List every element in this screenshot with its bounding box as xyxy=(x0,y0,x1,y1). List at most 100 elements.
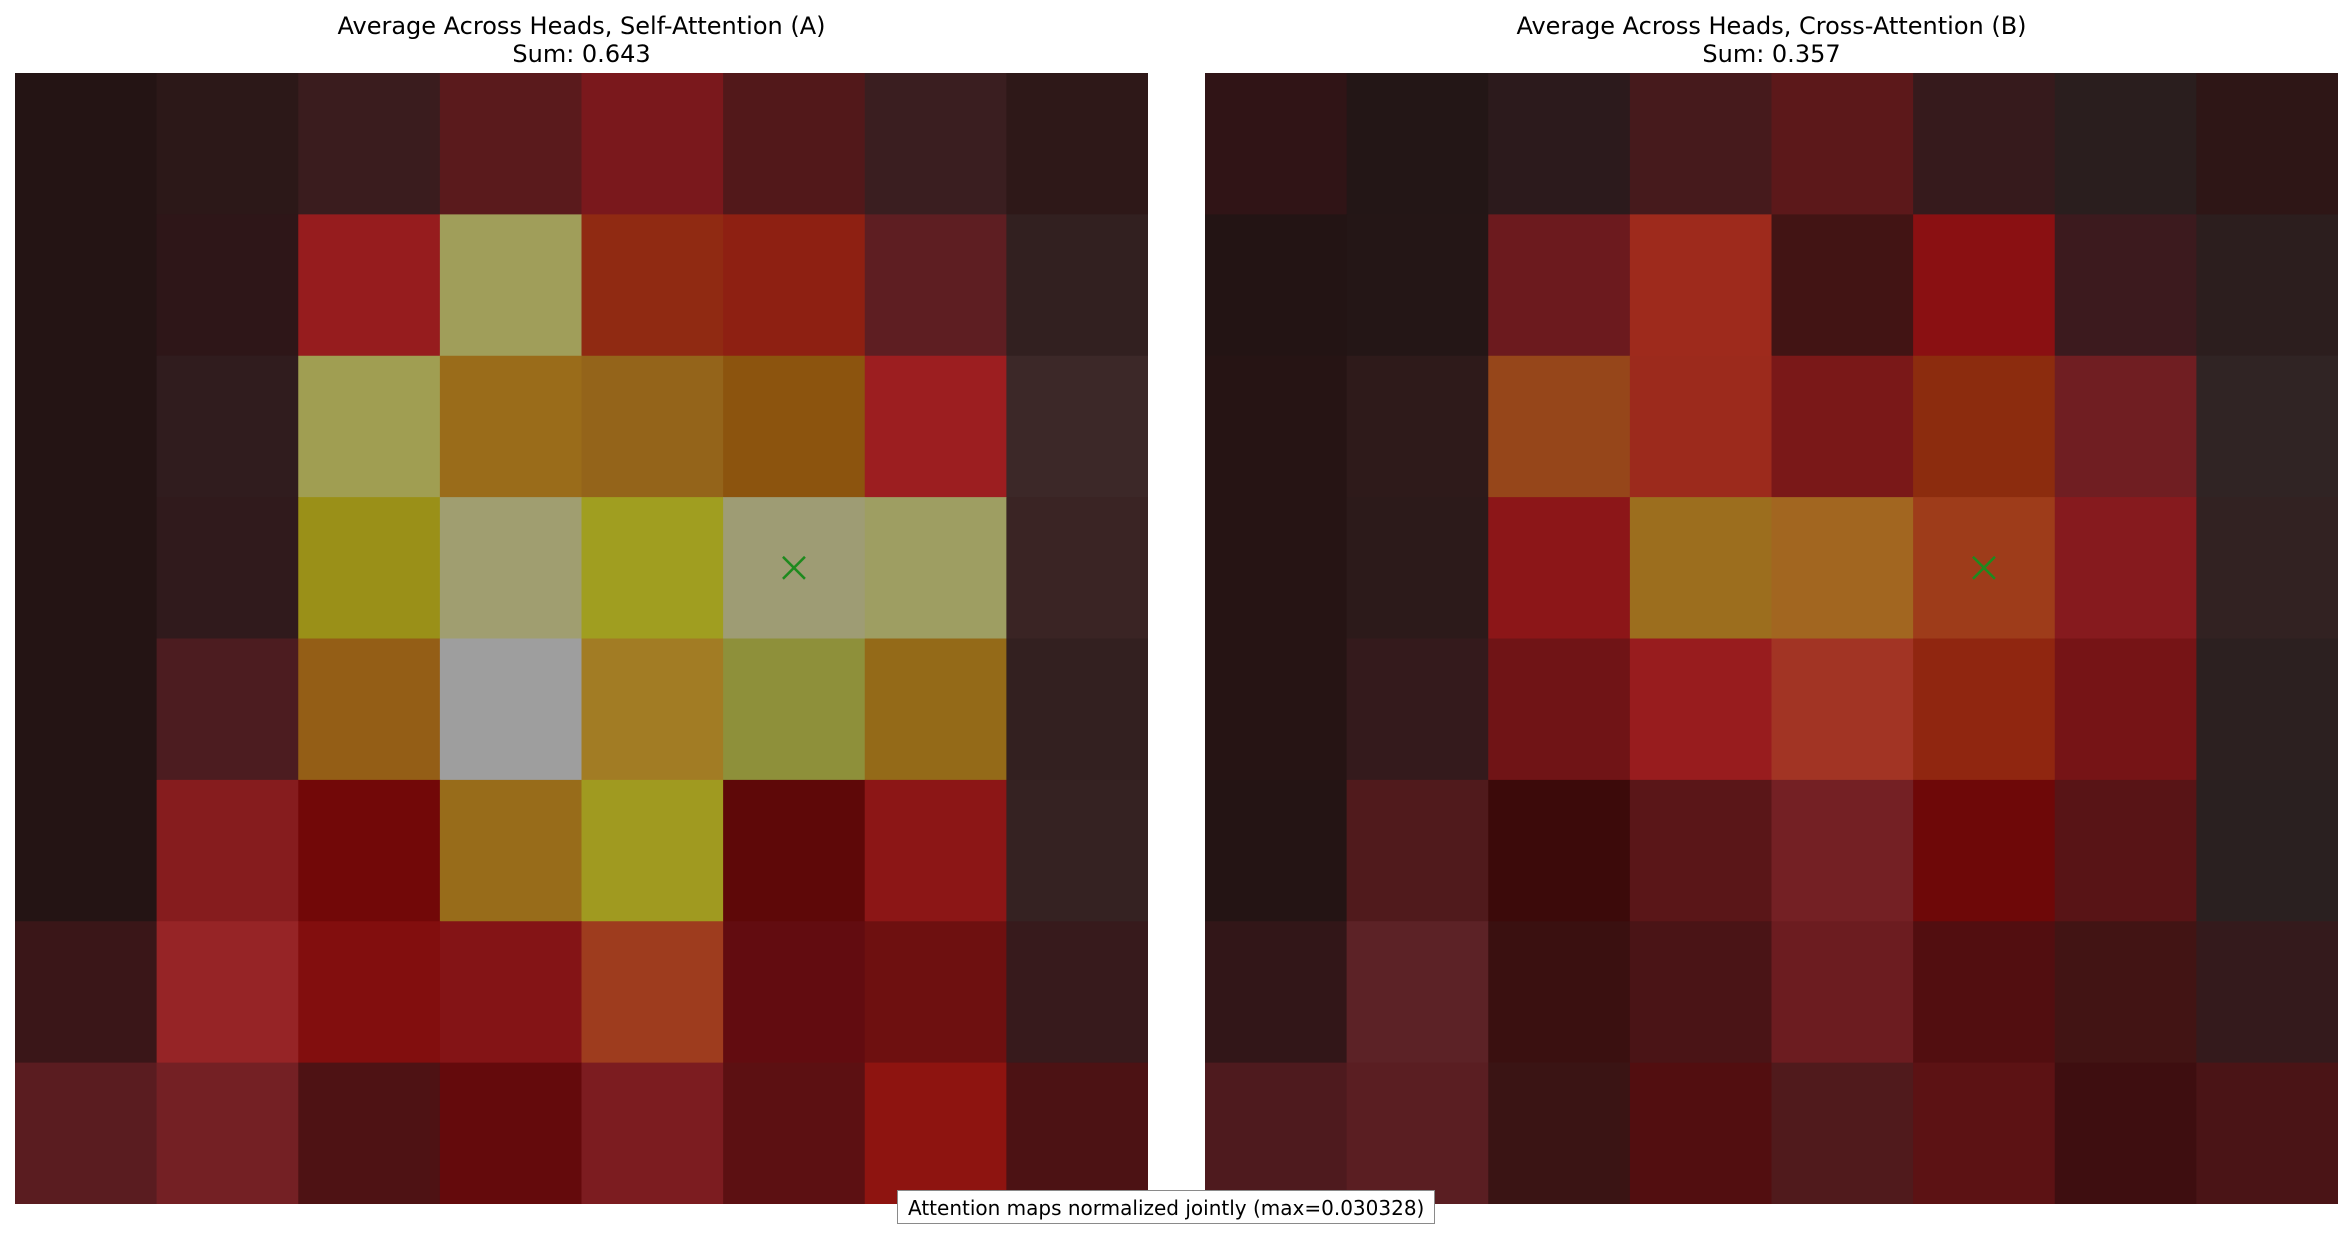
heatmap-cell-r1-c7 xyxy=(1006,214,1148,357)
heatmap-cell-r5-c0 xyxy=(1205,779,1348,922)
normalization-note: Attention maps normalized jointly (max=0… xyxy=(897,1190,1436,1224)
heatmap-cell-r1-c6 xyxy=(2054,214,2197,357)
heatmap-cell-r4-c2 xyxy=(298,638,441,781)
heatmap-cell-r5-c4 xyxy=(581,779,724,922)
heatmap-cell-r6-c7 xyxy=(2196,921,2338,1064)
heatmap-cell-r4-c0 xyxy=(15,638,158,781)
heatmap-cell-r1-c1 xyxy=(156,214,299,357)
heatmap-cell-r4-c0 xyxy=(1205,638,1348,781)
self-attention-panel: Average Across Heads, Self-Attention (A)… xyxy=(15,0,1148,1210)
heatmap-cell-r4-c5 xyxy=(1913,638,2056,781)
heatmap-cell-r3-c4 xyxy=(1771,497,1914,640)
cross-attention-sum: Sum: 0.357 xyxy=(1702,40,1841,68)
heatmap-cell-r3-c0 xyxy=(15,497,158,640)
heatmap-cell-r2-c0 xyxy=(15,355,158,498)
heatmap-cell-r4-c4 xyxy=(1771,638,1914,781)
heatmap-cell-r2-c5 xyxy=(723,355,866,498)
heatmap-cell-r7-c0 xyxy=(1205,1062,1348,1204)
heatmap-cell-r4-c3 xyxy=(439,638,583,781)
heatmap-cell-r7-c1 xyxy=(1346,1062,1489,1204)
heatmap-cell-r5-c2 xyxy=(1488,779,1631,922)
heatmap-cell-r6-c4 xyxy=(581,921,724,1064)
heatmap-cell-r3-c6 xyxy=(2054,497,2197,640)
heatmap-cell-r3-c7 xyxy=(2196,497,2338,640)
heatmap-cell-r0-c7 xyxy=(1006,73,1148,215)
heatmap-cell-r1-c5 xyxy=(723,214,866,357)
heatmap-cell-r0-c5 xyxy=(723,73,866,215)
heatmap-cell-r6-c3 xyxy=(439,921,583,1064)
heatmap-cell-r2-c3 xyxy=(1629,355,1773,498)
self-attention-heatmap xyxy=(15,73,1148,1204)
heatmap-cell-r7-c2 xyxy=(298,1062,441,1204)
heatmap-cell-r4-c7 xyxy=(1006,638,1148,781)
heatmap-cell-r2-c1 xyxy=(156,355,299,498)
heatmap-cell-r2-c6 xyxy=(2054,355,2197,498)
heatmap-cell-r4-c2 xyxy=(1488,638,1631,781)
heatmap-cell-r0-c0 xyxy=(15,73,158,215)
heatmap-cell-r1-c2 xyxy=(1488,214,1631,357)
heatmap-cell-r3-c7 xyxy=(1006,497,1148,640)
heatmap-cell-r1-c7 xyxy=(2196,214,2338,357)
heatmap-cell-r3-c0 xyxy=(1205,497,1348,640)
heatmap-cell-r7-c0 xyxy=(15,1062,158,1204)
heatmap-cell-r4-c7 xyxy=(2196,638,2338,781)
heatmap-cell-r3-c3 xyxy=(439,497,583,640)
heatmap-cell-r6-c0 xyxy=(15,921,158,1064)
heatmap-cell-r7-c5 xyxy=(1913,1062,2056,1204)
heatmap-cell-r7-c5 xyxy=(723,1062,866,1204)
heatmap-cell-r3-c4 xyxy=(581,497,724,640)
heatmap-cell-r1-c1 xyxy=(1346,214,1489,357)
heatmap-cell-r4-c1 xyxy=(1346,638,1489,781)
heatmap-cell-r1-c0 xyxy=(1205,214,1348,357)
heatmap-cell-r0-c7 xyxy=(2196,73,2338,215)
heatmap-cell-r5-c4 xyxy=(1771,779,1914,922)
heatmap-cell-r7-c2 xyxy=(1488,1062,1631,1204)
heatmap-cell-r0-c1 xyxy=(156,73,299,215)
heatmap-cell-r4-c3 xyxy=(1629,638,1773,781)
heatmap-cell-r7-c3 xyxy=(1629,1062,1773,1204)
heatmap-cell-r1-c5 xyxy=(1913,214,2056,357)
heatmap-cell-r7-c7 xyxy=(1006,1062,1148,1204)
heatmap-cell-r5-c3 xyxy=(1629,779,1773,922)
heatmap-cell-r1-c3 xyxy=(439,214,583,357)
heatmap-cell-r5-c5 xyxy=(723,779,866,922)
heatmap-cell-r2-c4 xyxy=(1771,355,1914,498)
heatmap-cell-r5-c0 xyxy=(15,779,158,922)
heatmap-cell-r1-c3 xyxy=(1629,214,1773,357)
self-attention-sum: Sum: 0.643 xyxy=(512,40,651,68)
cross-attention-panel: Average Across Heads, Cross-Attention (B… xyxy=(1205,0,2338,1210)
heatmap-cell-r5-c2 xyxy=(298,779,441,922)
query-marker-icon xyxy=(1972,555,1996,580)
heatmap-cell-r5-c5 xyxy=(1913,779,2056,922)
heatmap-cell-r7-c7 xyxy=(2196,1062,2338,1204)
heatmap-cell-r3-c2 xyxy=(1488,497,1631,640)
heatmap-cell-r3-c1 xyxy=(156,497,299,640)
query-marker-icon xyxy=(782,555,806,580)
heatmap-cell-r6-c6 xyxy=(2054,921,2197,1064)
heatmap-cell-r0-c6 xyxy=(864,73,1007,215)
heatmap-cell-r5-c1 xyxy=(1346,779,1489,922)
heatmap-cell-r2-c2 xyxy=(1488,355,1631,498)
heatmap-cell-r6-c4 xyxy=(1771,921,1914,1064)
heatmap-cell-r7-c4 xyxy=(1771,1062,1914,1204)
heatmap-cell-r4-c4 xyxy=(581,638,724,781)
heatmap-cell-r7-c6 xyxy=(864,1062,1007,1204)
heatmap-cell-r6-c5 xyxy=(1913,921,2056,1064)
heatmap-cell-r5-c3 xyxy=(439,779,583,922)
heatmap-cell-r1-c0 xyxy=(15,214,158,357)
heatmap-cell-r4-c6 xyxy=(864,638,1007,781)
heatmap-cell-r3-c6 xyxy=(864,497,1007,640)
heatmap-cell-r4-c5 xyxy=(723,638,866,781)
heatmap-cell-r1-c2 xyxy=(298,214,441,357)
heatmap-cell-r3-c1 xyxy=(1346,497,1489,640)
heatmap-cell-r6-c0 xyxy=(1205,921,1348,1064)
heatmap-cell-r2-c4 xyxy=(581,355,724,498)
heatmap-cell-r2-c0 xyxy=(1205,355,1348,498)
heatmap-cell-r7-c3 xyxy=(439,1062,583,1204)
heatmap-cell-r1-c4 xyxy=(1771,214,1914,357)
heatmap-cell-r3-c2 xyxy=(298,497,441,640)
heatmap-cell-r0-c0 xyxy=(1205,73,1348,215)
heatmap-cell-r5-c7 xyxy=(1006,779,1148,922)
heatmap-cell-r5-c6 xyxy=(2054,779,2197,922)
heatmap-cell-r5-c7 xyxy=(2196,779,2338,922)
